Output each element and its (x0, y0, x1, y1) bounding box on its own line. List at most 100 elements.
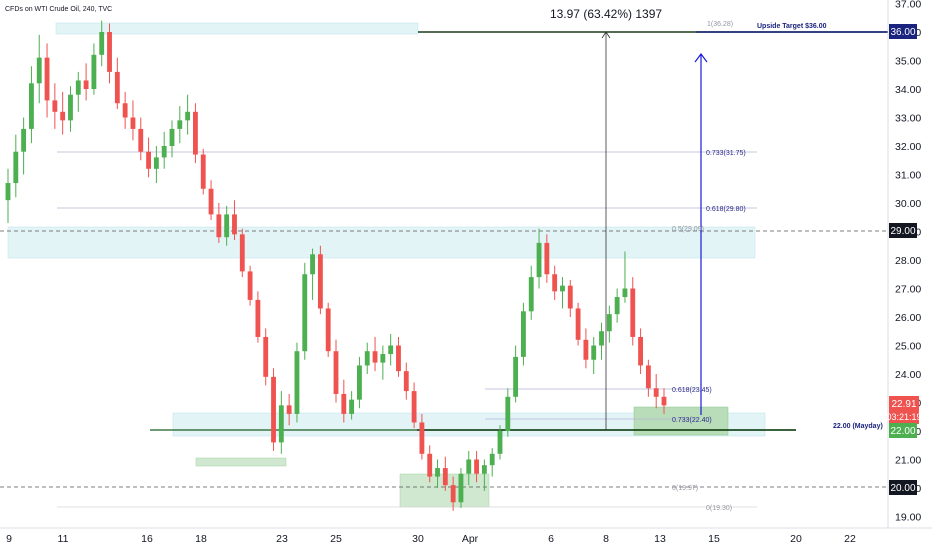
candle-down (325, 308, 331, 352)
candle-up (364, 351, 370, 366)
time-tick-label: 15 (708, 533, 720, 545)
candle-up (497, 431, 503, 454)
price-tick-label: 32.00 (895, 141, 921, 153)
candle-up (91, 54, 97, 89)
candle-down (146, 151, 151, 169)
candle-up (591, 345, 597, 360)
candle-up (278, 405, 284, 443)
candle-up (560, 285, 565, 292)
price-tick-label: 26.00 (895, 312, 921, 324)
time-tick-label: 25 (330, 533, 342, 545)
candle-up (224, 214, 230, 238)
price-tick-label: 28.00 (895, 255, 921, 267)
candle-up (185, 111, 191, 121)
price-tick-label: 25.00 (895, 341, 921, 353)
time-tick-label: 16 (141, 533, 153, 545)
candles (5, 20, 667, 511)
current-price-tag-text: 22.91 (891, 399, 916, 410)
candle-up (599, 331, 604, 346)
candle-down (575, 308, 581, 340)
candle-up (388, 345, 394, 355)
price-tick-label: 21.00 (895, 455, 921, 467)
time-axis: 9 11 16 18 23 25 30 Apr 6 8 13 15 20 22 (6, 533, 856, 545)
candle-down (255, 299, 261, 337)
countdown-tag-text: 03:21:19 (886, 412, 921, 422)
low-price-tag (889, 480, 917, 495)
measure-label: 13.97 (63.42%) 1397 (550, 7, 662, 21)
candle-down (630, 288, 636, 337)
price-tick-label: 30.00 (895, 198, 921, 210)
time-tick-label: 22 (844, 533, 856, 545)
candle-down (247, 271, 253, 300)
candle-down (271, 376, 276, 443)
candle-up (153, 157, 159, 169)
time-tick-label: 13 (654, 533, 666, 545)
time-tick-label: 23 (276, 533, 288, 545)
fib-label-0618-lower: 0.618(23.45) (672, 387, 712, 394)
price-tick-label: 37.00 (895, 0, 921, 11)
target-price-tag-text: 36.00 (890, 27, 915, 38)
fib-label-1: 1(36.28) (707, 21, 733, 28)
price-tick-label: 24.00 (895, 369, 921, 381)
candle-down (411, 391, 417, 423)
time-tick-label: 30 (412, 533, 424, 545)
candle-up (161, 146, 167, 158)
fib-label-05: 0.5(29.09) (672, 226, 704, 233)
fib-label-0733-lower: 0.733(22.40) (672, 417, 712, 424)
candle-down (419, 422, 425, 454)
candle-down (239, 234, 245, 272)
candle-down (450, 485, 456, 503)
price-tick-label: 35.00 (895, 56, 921, 68)
candle-up (75, 80, 81, 95)
time-tick-label: 9 (6, 533, 12, 545)
candle-down (645, 365, 651, 389)
time-tick-label: 18 (195, 533, 207, 545)
candle-up (466, 459, 472, 474)
price-axis: 19.0020.0021.0022.0023.0024.0025.0026.00… (895, 0, 921, 524)
candle-up (349, 399, 355, 414)
candle-down (130, 117, 136, 129)
candle-up (36, 57, 42, 84)
time-tick-label: 20 (790, 533, 802, 545)
green-zone-left (195, 457, 287, 467)
candle-up (606, 314, 612, 332)
candle-down (567, 285, 573, 309)
candle-up (13, 151, 19, 184)
fib-label-0733-upper: 0.733(31.75) (706, 150, 746, 157)
target-price-tag (889, 24, 917, 39)
candle-up (521, 311, 526, 357)
candle-up (5, 183, 11, 201)
candle-down (544, 242, 550, 275)
candle-up (505, 396, 511, 431)
resistance-zone (7, 226, 756, 259)
candle-up (21, 128, 27, 152)
candle-up (380, 354, 386, 363)
top-zone (55, 22, 419, 35)
time-tick-label: Apr (462, 533, 479, 545)
candle-up (536, 242, 542, 278)
price-tick-label: 31.00 (895, 170, 921, 182)
mayday-label: 22.00 (Mayday) (833, 423, 883, 430)
candle-down (474, 459, 479, 474)
resistance-price-tag (889, 223, 917, 238)
candle-down (232, 214, 237, 235)
price-tick-label: 19.00 (895, 512, 921, 524)
low-price-tag-text: 20.00 (890, 483, 915, 494)
candle-down (333, 351, 339, 394)
candle-down (396, 345, 401, 372)
candle-down (44, 57, 50, 101)
candle-up (357, 365, 362, 400)
candle-up (513, 356, 519, 397)
candle-down (52, 100, 58, 112)
candle-up (458, 473, 464, 503)
time-tick-label: 6 (548, 533, 554, 545)
candle-up (99, 32, 105, 55)
candle-down (372, 351, 378, 363)
candle-down (83, 80, 89, 89)
candle-down (60, 111, 66, 121)
candle-up (622, 288, 628, 298)
candle-down (661, 396, 667, 406)
chart-title: CFDs on WTI Crude Oil, 240, TVC (5, 6, 112, 13)
candle-down (442, 468, 448, 486)
